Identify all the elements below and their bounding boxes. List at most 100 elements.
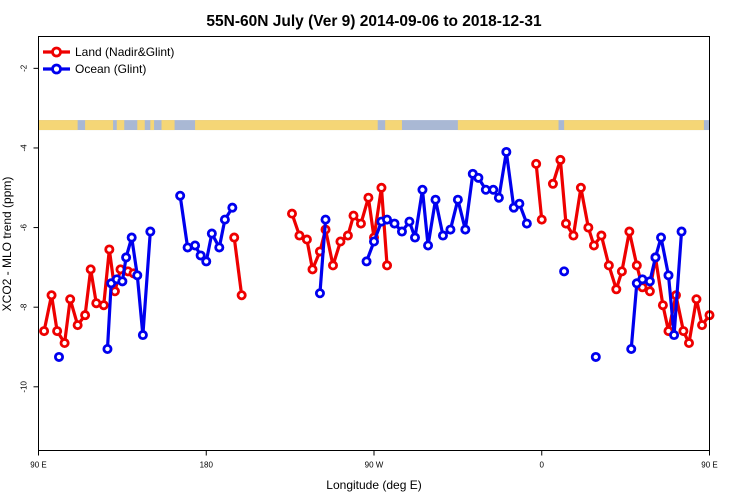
ocean-series-line — [365, 150, 529, 262]
ocean-data-point — [501, 146, 512, 157]
land-band — [85, 120, 114, 131]
land-band — [150, 120, 155, 131]
land-data-point — [104, 244, 115, 255]
ocean-data-point — [320, 214, 331, 225]
ocean-data-point — [126, 232, 137, 243]
land-data-point — [229, 232, 240, 243]
legend-land-label: Land (Nadir&Glint) — [75, 45, 174, 59]
land-data-point — [355, 218, 366, 229]
ocean-data-point — [117, 276, 128, 287]
land-data-point — [327, 260, 338, 271]
land-data-point — [59, 338, 70, 349]
x-tick-label: 0 — [540, 461, 545, 470]
ocean-data-point — [460, 224, 471, 235]
plot-series — [39, 146, 715, 362]
ocean-data-point — [473, 172, 484, 183]
land-data-point — [286, 208, 297, 219]
ocean-data-point — [423, 240, 434, 251]
land-data-point — [307, 264, 318, 275]
land-band — [195, 120, 378, 131]
ocean-data-point — [626, 343, 637, 354]
ocean-data-point — [452, 194, 463, 205]
land-data-point — [85, 264, 96, 275]
ocean-data-point — [137, 330, 148, 341]
land-data-point — [294, 230, 305, 241]
ocean-data-point — [656, 232, 667, 243]
land-band — [137, 120, 145, 131]
land-data-point — [531, 158, 542, 169]
ocean-data-point — [206, 228, 217, 239]
land-band — [116, 120, 125, 131]
land-data-point — [583, 222, 594, 233]
ocean-data-point — [445, 224, 456, 235]
ocean-data-point — [644, 276, 655, 287]
land-ocean-mask — [38, 120, 710, 131]
y-tick-label: -10 — [20, 380, 29, 392]
ocean-data-point — [650, 252, 661, 263]
land-data-point — [555, 154, 566, 165]
land-data-point — [376, 182, 387, 193]
ocean-data-point — [361, 256, 372, 267]
land-data-point — [301, 234, 312, 245]
ocean-data-point — [437, 230, 448, 241]
ocean-data-point — [521, 218, 532, 229]
y-tick-label: -4 — [20, 144, 29, 152]
land-series-line — [232, 237, 244, 296]
x-tick-label: 90 E — [30, 461, 46, 470]
land-data-point — [683, 338, 694, 349]
land-data-point — [536, 214, 547, 225]
ocean-data-point — [404, 216, 415, 227]
plot-frame — [38, 36, 710, 451]
land-data-point — [363, 192, 374, 203]
ocean-data-point — [102, 343, 113, 354]
ocean-data-point — [54, 351, 65, 362]
land-data-point — [236, 290, 247, 301]
land-band — [385, 120, 402, 131]
land-data-point — [588, 240, 599, 251]
land-band — [161, 120, 175, 131]
land-series-line — [534, 163, 544, 220]
ocean-data-point — [676, 226, 687, 237]
land-data-point — [52, 326, 63, 337]
land-band — [457, 120, 559, 131]
land-data-point — [691, 294, 702, 305]
ocean-series-line — [318, 219, 328, 294]
x-axis-label: Longitude (deg E) — [326, 478, 421, 492]
legend-ocean-marker — [51, 63, 62, 75]
ocean-data-point — [382, 214, 393, 225]
legend-ocean-label: Ocean (Glint) — [75, 62, 146, 76]
legend-land-marker — [51, 46, 62, 58]
ocean-data-point — [175, 190, 186, 201]
x-tick-label: 90 W — [365, 461, 384, 470]
y-tick-label: -8 — [20, 303, 29, 311]
land-data-point — [39, 326, 50, 337]
ocean-data-point — [227, 202, 238, 213]
land-data-point — [560, 218, 571, 229]
land-data-point — [72, 320, 83, 331]
land-data-point — [342, 230, 353, 241]
land-data-point — [644, 286, 655, 297]
ocean-data-point — [145, 226, 156, 237]
land-data-point — [697, 320, 708, 331]
land-data-point — [603, 260, 614, 271]
land-data-point — [611, 284, 622, 295]
ocean-data-point — [590, 351, 601, 362]
land-data-point — [65, 294, 76, 305]
chart-title: 55N-60N July (Ver 9) 2014-09-06 to 2018-… — [206, 13, 542, 30]
land-data-point — [98, 300, 109, 311]
ocean-data-point — [663, 270, 674, 281]
ocean-data-point — [214, 242, 225, 253]
land-data-point — [616, 266, 627, 277]
land-data-point — [568, 230, 579, 241]
land-data-point — [547, 178, 558, 189]
y-axis-label: XCO2 - MLO trend (ppm) — [0, 177, 14, 312]
axes: 90 E 180 90 W 0 90 E -2 -4 -6 -8 -10 — [20, 64, 718, 469]
land-data-point — [348, 210, 359, 221]
ocean-data-point — [493, 192, 504, 203]
land-data-point — [382, 260, 393, 271]
ocean-data-point — [430, 194, 441, 205]
land-band — [564, 120, 704, 131]
ocean-data-point — [121, 252, 132, 263]
land-band — [38, 120, 78, 131]
